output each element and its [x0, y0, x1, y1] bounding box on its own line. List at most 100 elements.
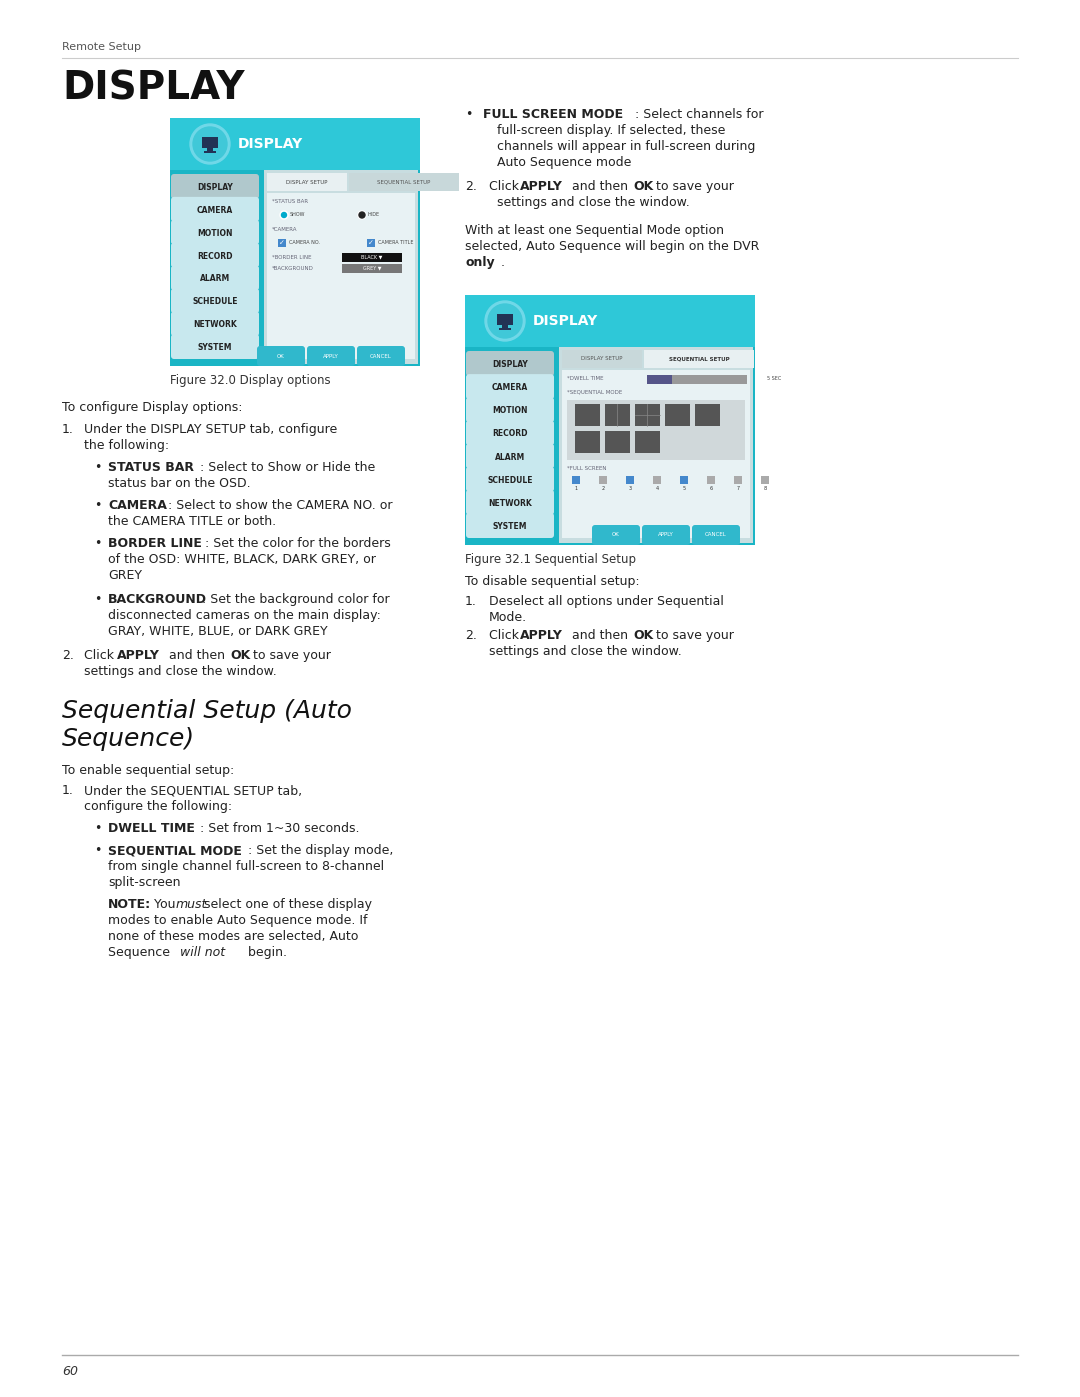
FancyBboxPatch shape	[572, 476, 580, 483]
FancyBboxPatch shape	[202, 137, 218, 148]
Text: CAMERA NO.: CAMERA NO.	[289, 240, 320, 246]
Text: SCHEDULE: SCHEDULE	[487, 476, 532, 485]
Text: BLACK ▼: BLACK ▼	[362, 254, 382, 260]
Text: CANCEL: CANCEL	[370, 353, 392, 359]
FancyBboxPatch shape	[653, 476, 661, 483]
FancyBboxPatch shape	[465, 397, 554, 422]
Text: to save your: to save your	[652, 629, 734, 643]
Text: DWELL TIME: DWELL TIME	[108, 821, 194, 835]
Text: NETWORK: NETWORK	[488, 499, 531, 509]
FancyBboxPatch shape	[465, 295, 755, 346]
Text: 2: 2	[602, 486, 605, 490]
FancyBboxPatch shape	[592, 525, 640, 545]
FancyBboxPatch shape	[680, 476, 688, 483]
Text: CAMERA: CAMERA	[197, 205, 233, 215]
FancyBboxPatch shape	[734, 476, 742, 483]
Text: Auto Sequence mode: Auto Sequence mode	[497, 156, 632, 169]
Text: 60: 60	[62, 1365, 78, 1377]
Text: •: •	[94, 844, 102, 856]
Text: none of these modes are selected, Auto: none of these modes are selected, Auto	[108, 930, 359, 943]
FancyBboxPatch shape	[665, 404, 690, 426]
Text: : Select to show the CAMERA NO. or: : Select to show the CAMERA NO. or	[168, 499, 392, 511]
Text: OK: OK	[230, 650, 251, 662]
FancyBboxPatch shape	[267, 193, 415, 359]
FancyBboxPatch shape	[642, 525, 690, 545]
FancyBboxPatch shape	[465, 467, 554, 492]
Text: •: •	[94, 499, 102, 511]
Text: Sequence): Sequence)	[62, 726, 195, 752]
Text: 5: 5	[683, 486, 686, 490]
Circle shape	[357, 211, 366, 219]
Text: DISPLAY: DISPLAY	[198, 183, 233, 191]
FancyBboxPatch shape	[465, 346, 555, 545]
Text: settings and close the window.: settings and close the window.	[497, 196, 690, 210]
Text: Under the SEQUENTIAL SETUP tab,: Under the SEQUENTIAL SETUP tab,	[84, 784, 302, 798]
Text: ALARM: ALARM	[200, 274, 230, 284]
FancyBboxPatch shape	[307, 346, 355, 366]
FancyBboxPatch shape	[626, 476, 634, 483]
Text: of the OSD: WHITE, BLACK, DARK GREY, or: of the OSD: WHITE, BLACK, DARK GREY, or	[108, 553, 376, 566]
Text: *CAMERA: *CAMERA	[272, 226, 297, 232]
FancyBboxPatch shape	[567, 400, 745, 460]
Text: APPLY: APPLY	[658, 532, 674, 538]
FancyBboxPatch shape	[465, 490, 554, 515]
Text: To enable sequential setup:: To enable sequential setup:	[62, 764, 234, 777]
Text: APPLY: APPLY	[323, 353, 339, 359]
Text: will not: will not	[180, 946, 225, 958]
FancyBboxPatch shape	[171, 334, 259, 359]
Text: STATUS BAR: STATUS BAR	[108, 461, 194, 474]
FancyBboxPatch shape	[367, 239, 375, 247]
FancyBboxPatch shape	[575, 432, 600, 453]
Text: RECORD: RECORD	[198, 251, 233, 261]
FancyBboxPatch shape	[635, 432, 660, 453]
Circle shape	[193, 127, 227, 161]
Text: DISPLAY: DISPLAY	[492, 360, 528, 369]
FancyBboxPatch shape	[761, 476, 769, 483]
Text: OK: OK	[633, 180, 653, 193]
Circle shape	[280, 211, 288, 219]
FancyBboxPatch shape	[171, 288, 259, 313]
FancyBboxPatch shape	[207, 148, 213, 151]
FancyBboxPatch shape	[257, 346, 305, 366]
Text: only: only	[465, 256, 495, 270]
FancyBboxPatch shape	[357, 346, 405, 366]
Circle shape	[282, 212, 286, 218]
Text: OK: OK	[633, 629, 653, 643]
Text: 7: 7	[737, 486, 740, 490]
Text: 5 SEC: 5 SEC	[767, 377, 781, 381]
Text: *BACKGROUND: *BACKGROUND	[272, 265, 314, 271]
FancyBboxPatch shape	[575, 404, 600, 426]
FancyBboxPatch shape	[696, 404, 720, 426]
Text: : Set the display mode,: : Set the display mode,	[248, 844, 393, 856]
FancyBboxPatch shape	[278, 239, 286, 247]
FancyBboxPatch shape	[559, 346, 753, 543]
Text: channels will appear in full-screen during: channels will appear in full-screen duri…	[497, 140, 755, 154]
Text: DISPLAY SETUP: DISPLAY SETUP	[581, 356, 623, 362]
Circle shape	[359, 212, 365, 218]
FancyBboxPatch shape	[605, 404, 630, 426]
Circle shape	[485, 300, 525, 341]
Text: APPLY: APPLY	[519, 629, 563, 643]
Text: SEQUENTIAL SETUP: SEQUENTIAL SETUP	[377, 179, 431, 184]
Text: configure the following:: configure the following:	[84, 800, 232, 813]
Text: Sequence: Sequence	[108, 946, 174, 958]
Text: *SEQUENTIAL MODE: *SEQUENTIAL MODE	[567, 390, 622, 395]
Text: Figure 32.1 Sequential Setup: Figure 32.1 Sequential Setup	[465, 553, 636, 566]
Text: begin.: begin.	[244, 946, 287, 958]
Circle shape	[190, 124, 230, 163]
Text: split-screen: split-screen	[108, 876, 180, 888]
FancyBboxPatch shape	[171, 219, 259, 244]
Text: RECORD: RECORD	[492, 429, 528, 439]
FancyBboxPatch shape	[692, 525, 740, 545]
FancyBboxPatch shape	[171, 197, 259, 222]
FancyBboxPatch shape	[170, 117, 420, 366]
Text: SEQUENTIAL MODE: SEQUENTIAL MODE	[108, 844, 242, 856]
Text: : Select channels for: : Select channels for	[635, 108, 764, 122]
Text: Click: Click	[489, 629, 523, 643]
Text: CAMERA: CAMERA	[108, 499, 167, 511]
Text: status bar on the OSD.: status bar on the OSD.	[108, 476, 251, 490]
Text: to save your: to save your	[652, 180, 734, 193]
Text: 6: 6	[710, 486, 713, 490]
Text: DISPLAY: DISPLAY	[62, 70, 244, 108]
Text: SHOW: SHOW	[291, 212, 306, 218]
